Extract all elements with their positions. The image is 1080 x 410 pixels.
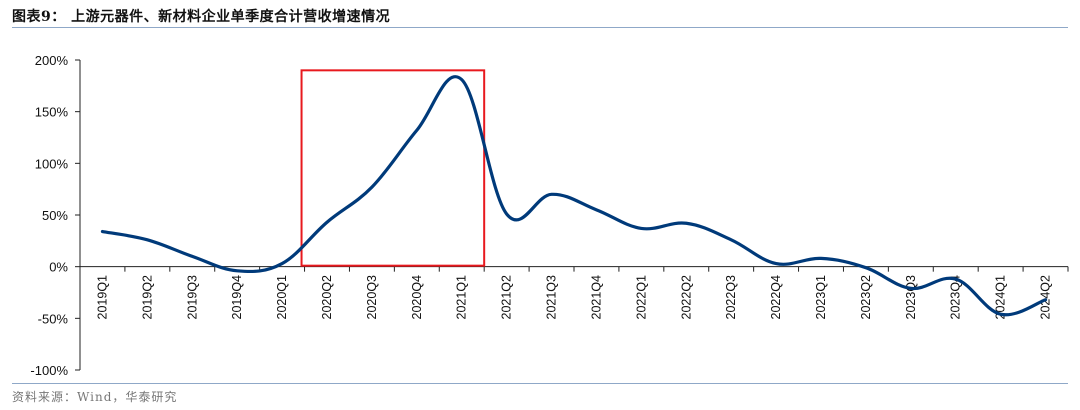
source-divider [12,383,1068,384]
x-tick-label: 2023Q3 [904,275,918,320]
x-tick-label: 2024Q1 [994,275,1008,320]
y-tick-label: 200% [35,53,69,68]
y-tick-label: 50% [42,208,68,223]
x-tick-label: 2019Q2 [140,275,154,320]
y-tick-label: 100% [35,156,69,171]
source-note: 资料来源：Wind，华泰研究 [12,390,178,404]
x-tick-label: 2024Q2 [1039,275,1053,320]
x-tick-label: 2023Q4 [949,275,963,320]
x-tick-label: 2020Q1 [275,275,289,320]
y-tick-label: -100% [30,363,68,378]
x-tick-label: 2020Q4 [410,275,424,320]
x-tick-label: 2023Q2 [859,275,873,320]
y-tick-label: 0% [49,260,68,275]
x-tick-label: 2021Q2 [500,275,514,320]
x-tick-label: 2019Q4 [230,275,244,320]
x-tick-label: 2020Q2 [320,275,334,320]
y-tick-label: 150% [35,105,69,120]
x-tick-label: 2021Q3 [545,275,559,320]
x-tick-label: 2020Q3 [365,275,379,320]
y-tick-label: -50% [38,311,69,326]
x-tick-label: 2019Q1 [95,275,109,320]
x-tick-label: 2019Q3 [185,275,199,320]
x-tick-label: 2021Q1 [455,275,469,320]
series-line [100,75,1048,317]
x-tick-label: 2023Q1 [814,275,828,320]
x-tick-label: 2022Q1 [634,275,648,320]
chart-title: 图表9： 上游元器件、新材料企业单季度合计营收增速情况 [12,9,391,25]
x-tick-label: 2022Q4 [769,275,783,320]
x-tick-label: 2022Q3 [724,275,738,320]
highlight-box [300,69,486,267]
x-tick-label: 2021Q4 [589,275,603,320]
x-tick-label: 2022Q2 [679,275,693,320]
title-divider [12,27,1068,28]
